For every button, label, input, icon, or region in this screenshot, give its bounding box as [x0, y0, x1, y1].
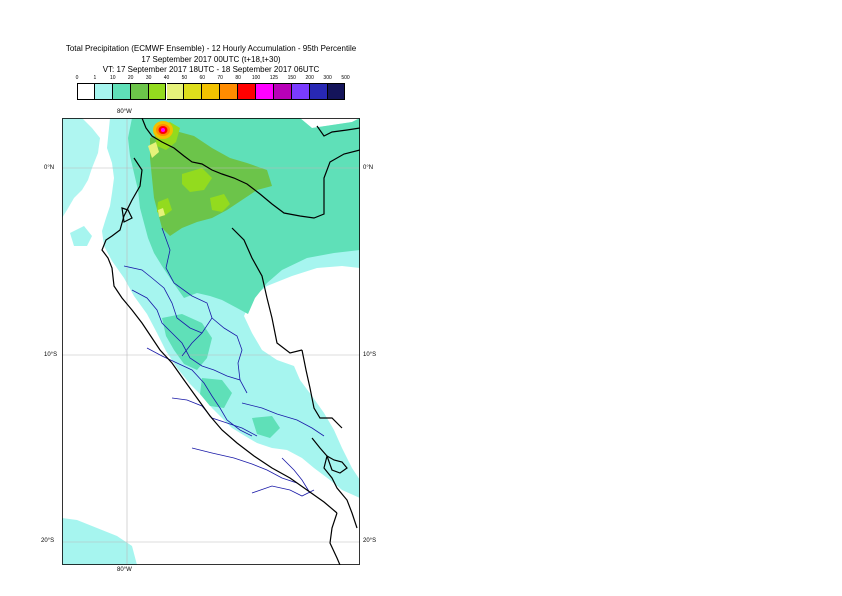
precip-band-20-30: [150, 130, 272, 236]
precip-band-40-60: [148, 142, 165, 217]
lat-label-right-20s: 20°S: [363, 538, 377, 544]
lat-label-right-10s: 10°S: [363, 352, 377, 358]
legend-label: 20: [127, 75, 134, 81]
border-south-east: [301, 349, 343, 429]
border-bolivia: [311, 437, 358, 529]
map-frame: [62, 118, 360, 565]
northern-border: [141, 118, 360, 219]
lat-label-left-20s: 20°S: [41, 538, 55, 544]
precip-band-60-100: [153, 121, 173, 139]
lat-label-left-10s: 10°S: [44, 352, 58, 358]
lon-label-top: 80°W: [117, 109, 132, 115]
legend-label: 70: [217, 75, 223, 81]
gulf-islands: [121, 207, 133, 223]
legend-label: 100: [251, 75, 261, 81]
valid-time: VT: 17 September 2017 18UTC - 18 Septemb…: [102, 65, 320, 74]
legend-label: 10: [110, 75, 116, 81]
legend-swatch: [148, 83, 167, 100]
legend-swatch: [130, 83, 149, 100]
border-ne: [316, 125, 360, 137]
legend-swatch: [77, 83, 95, 100]
legend-label: 0: [75, 75, 79, 81]
eastern-border: [231, 227, 303, 354]
lake-titicaca: [325, 454, 348, 474]
legend-swatch: [273, 83, 292, 100]
legend-swatch: [327, 83, 346, 100]
legend-swatch: [238, 83, 256, 100]
lat-label-left-0: 0°N: [44, 165, 55, 171]
legend-swatch: [220, 83, 239, 100]
legend-label: 150: [287, 75, 296, 81]
legend-swatch: [309, 83, 328, 100]
legend-label: 60: [199, 75, 206, 81]
legend-swatch: [256, 83, 274, 100]
base-time: 17 September 2017 00UTC (t+18,t+30): [141, 55, 281, 64]
lon-label-bottom: 80°W: [117, 567, 132, 573]
border-chile: [329, 512, 341, 565]
legend-label: 50: [181, 75, 188, 81]
legend-swatch: [202, 83, 221, 100]
legend-label: 30: [145, 75, 152, 81]
coastline: [101, 157, 338, 514]
legend-swatch: [112, 83, 131, 100]
legend-label: 500: [341, 75, 350, 81]
legend-label: 40: [163, 75, 170, 81]
legend-label: 80: [235, 75, 241, 81]
legend-label: 300: [323, 75, 332, 81]
legend-swatch: [184, 83, 203, 100]
legend-label: 1: [93, 75, 97, 81]
legend-swatch: [94, 83, 113, 100]
legend-swatch: [166, 83, 185, 100]
country-borders: [101, 118, 360, 565]
precipitation-map: [62, 118, 360, 565]
graticule: [62, 118, 360, 565]
legend-label: 200: [305, 75, 314, 81]
legend-label: 125: [269, 75, 279, 81]
lat-label-right-0: 0°N: [363, 165, 374, 171]
map-title: Total Precipitation (ECMWF Ensemble) - 1…: [65, 44, 357, 53]
legend-swatch: [291, 83, 310, 100]
